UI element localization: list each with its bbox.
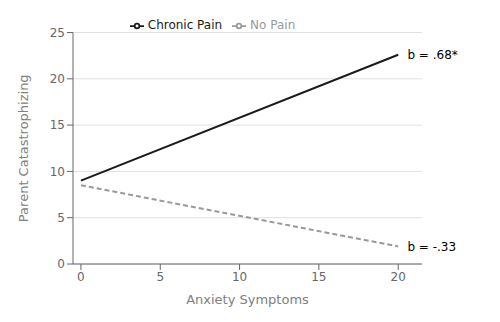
svg-text:5: 5 bbox=[156, 270, 164, 284]
html-text:No Pain: No Pain bbox=[250, 18, 296, 32]
svg-text:10: 10 bbox=[232, 270, 247, 284]
svg-text:0: 0 bbox=[77, 270, 85, 284]
svg-text:15: 15 bbox=[50, 118, 65, 132]
svg-text:b = -.33: b = -.33 bbox=[407, 240, 456, 254]
svg-text:20: 20 bbox=[391, 270, 406, 284]
svg-text:0: 0 bbox=[57, 257, 65, 271]
svg-text:25: 25 bbox=[50, 26, 65, 40]
svg-text:b = .68*: b = .68* bbox=[407, 48, 457, 62]
svg-text:Anxiety Symptoms: Anxiety Symptoms bbox=[186, 292, 309, 307]
html-text:Chronic Pain: Chronic Pain bbox=[147, 18, 223, 32]
svg-text:5: 5 bbox=[57, 211, 65, 225]
svg-text:20: 20 bbox=[50, 72, 65, 86]
svg-text:10: 10 bbox=[50, 165, 65, 179]
svg-text:Parent Catastrophizing: Parent Catastrophizing bbox=[16, 74, 31, 222]
svg-text:15: 15 bbox=[311, 270, 326, 284]
